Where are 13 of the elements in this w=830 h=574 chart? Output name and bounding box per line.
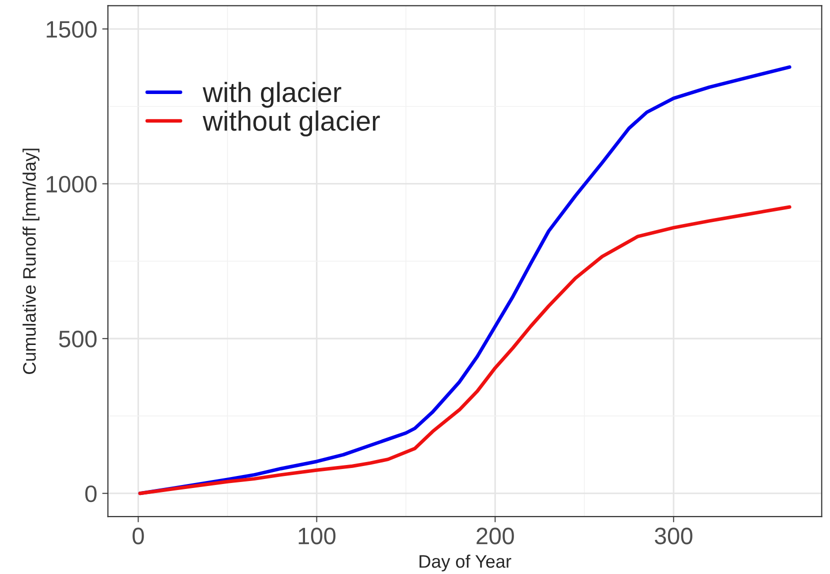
x-tick-label: 100: [298, 528, 336, 544]
x-tick-label: 300: [654, 528, 692, 544]
legend-label: with glacier: [202, 82, 342, 108]
y-tick-label: 1000: [46, 176, 97, 193]
legend-label: without glacier: [202, 110, 380, 136]
y-tick-label: 0: [85, 485, 97, 502]
y-tick-label: 500: [59, 330, 97, 348]
x-tick-label: 0: [132, 528, 144, 544]
x-axis-title: Day of Year: [420, 554, 512, 572]
y-axis-title: Cumulative Runoff [mm/day]: [22, 148, 40, 374]
line-series: [138, 205, 792, 496]
x-tick-label: 200: [476, 528, 514, 544]
y-tick-label: 1500: [46, 21, 97, 38]
